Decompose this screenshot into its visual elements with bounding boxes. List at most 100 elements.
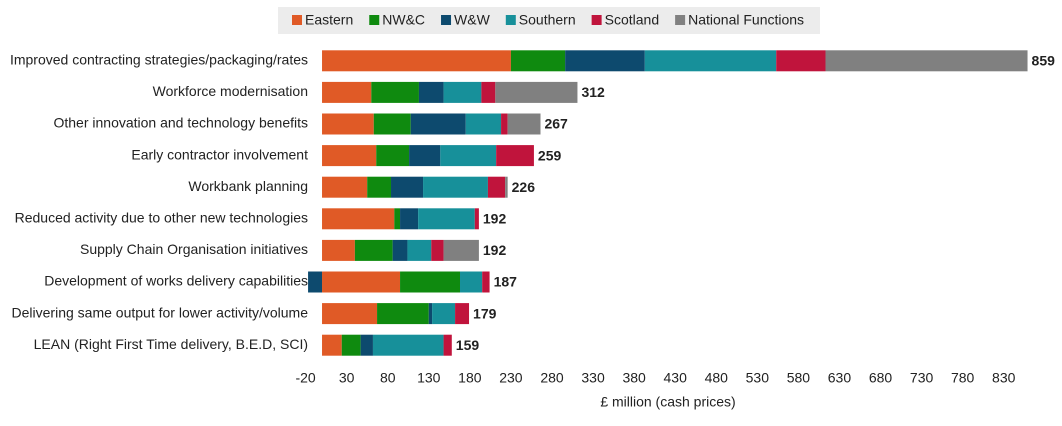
bar-segment — [487, 176, 506, 198]
bar-segment — [432, 303, 456, 325]
total-label: 179 — [473, 305, 497, 321]
bar-segment — [496, 145, 534, 167]
bar-segment — [460, 271, 483, 293]
y-tick-label: Improved contracting strategies/packagin… — [10, 52, 308, 68]
bar-segment — [418, 81, 444, 103]
bar-segment — [507, 113, 541, 135]
legend-label: Scotland — [605, 12, 659, 28]
bar-segment — [400, 208, 419, 230]
x-tick-label: 680 — [869, 370, 893, 386]
y-tick-label: Development of works delivery capabiliti… — [44, 273, 308, 289]
total-label: 259 — [538, 147, 562, 163]
total-label: 192 — [483, 242, 507, 258]
bar-segment — [322, 145, 377, 167]
bar-segment — [505, 176, 508, 198]
x-tick-label: 230 — [499, 370, 523, 386]
bar-segment — [371, 81, 419, 103]
x-tick-label: 280 — [540, 370, 564, 386]
total-label: 187 — [494, 274, 518, 290]
bar-segment — [495, 81, 578, 103]
bar-segment — [322, 50, 511, 72]
x-tick-label: 530 — [746, 370, 770, 386]
y-tick-label: LEAN (Right First Time delivery, B.E.D, … — [34, 336, 308, 352]
y-tick-label: Workbank planning — [188, 178, 308, 194]
bar-segment — [322, 271, 401, 293]
legend-swatch — [591, 15, 602, 25]
x-tick-label: 430 — [664, 370, 688, 386]
bar-segment — [391, 176, 424, 198]
bar-segment — [431, 239, 444, 261]
x-tick-label: 780 — [951, 370, 975, 386]
x-tick-label: 130 — [417, 370, 441, 386]
legend-swatch — [505, 15, 516, 25]
bar-segment — [400, 271, 461, 293]
bar-segment — [360, 334, 373, 356]
bar-segment — [322, 176, 368, 198]
y-tick-label: Supply Chain Organisation initiatives — [80, 241, 308, 257]
x-tick-label: 830 — [992, 370, 1016, 386]
y-tick-label: Reduced activity due to other new techno… — [15, 210, 308, 226]
bar-segment — [308, 271, 323, 293]
legend-swatch — [675, 15, 686, 25]
total-label: 226 — [512, 179, 536, 195]
total-label: 312 — [581, 84, 605, 100]
bar-segment — [322, 334, 342, 356]
x-tick-label: 480 — [705, 370, 729, 386]
legend-box — [278, 7, 820, 34]
y-tick-label: Delivering same output for lower activit… — [12, 304, 309, 320]
bar-segment — [322, 81, 372, 103]
x-tick-label: 630 — [828, 370, 852, 386]
bar-segment — [418, 208, 475, 230]
legend-label: Eastern — [305, 12, 353, 28]
bar-segment — [376, 145, 410, 167]
bar-segment — [565, 50, 645, 72]
bar-segment — [322, 208, 395, 230]
legend-label: NW&C — [382, 12, 425, 28]
bar-segment — [510, 50, 566, 72]
bar-segment — [377, 303, 429, 325]
total-label: 267 — [544, 116, 568, 132]
legend-label: W&W — [454, 12, 491, 28]
x-tick-label: 30 — [339, 370, 355, 386]
x-axis-title: £ million (cash prices) — [600, 394, 735, 410]
bar-segment — [341, 334, 361, 356]
x-tick-label: 730 — [910, 370, 934, 386]
bar-segment — [322, 113, 374, 135]
x-tick-label: 380 — [622, 370, 646, 386]
bar-segment — [367, 176, 392, 198]
bar-segment — [407, 239, 432, 261]
bar-segment — [440, 145, 497, 167]
bar-segment — [443, 81, 482, 103]
x-tick-label: 80 — [380, 370, 396, 386]
bar-segment — [825, 50, 1028, 72]
total-label: 159 — [456, 337, 480, 353]
bar-segment — [392, 239, 408, 261]
total-label: 859 — [1032, 53, 1056, 69]
bar-segment — [443, 334, 452, 356]
legend-swatch — [369, 15, 380, 25]
bar-segment — [354, 239, 393, 261]
bar-segment — [501, 113, 508, 135]
bar-segment — [465, 113, 502, 135]
bar-segment — [322, 303, 378, 325]
bar-segment — [474, 208, 479, 230]
bar-segment — [410, 113, 466, 135]
y-tick-label: Workforce modernisation — [153, 83, 308, 99]
bar-segment — [394, 208, 401, 230]
bar-segment — [322, 239, 355, 261]
bar-segment — [644, 50, 777, 72]
bar-segment — [428, 303, 433, 325]
legend-label: National Functions — [688, 12, 804, 28]
x-tick-label: 180 — [458, 370, 482, 386]
x-tick-label: 580 — [787, 370, 811, 386]
bar-segment — [409, 145, 441, 167]
legend-swatch — [292, 15, 302, 25]
total-label: 192 — [483, 211, 507, 227]
bar-segment — [776, 50, 826, 72]
bar-segment — [423, 176, 488, 198]
bar-segment — [482, 271, 490, 293]
x-tick-label: -20 — [295, 370, 315, 386]
x-tick-label: 330 — [581, 370, 605, 386]
legend-label: Southern — [519, 12, 576, 28]
